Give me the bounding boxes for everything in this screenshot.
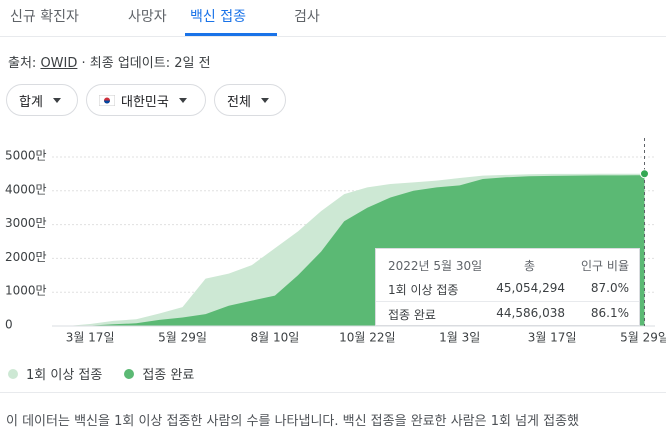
tab[interactable]: 신규 확진자 bbox=[10, 9, 79, 25]
filter-label: 대한민국 bbox=[121, 94, 169, 110]
tooltip-date: 2022년 5월 30일 bbox=[388, 259, 483, 273]
caret bbox=[52, 97, 61, 103]
y-tick-label: 1000만 bbox=[5, 284, 47, 298]
source-line: 출처: OWID · 최종 업데이트: 2일 전 bbox=[8, 52, 211, 71]
caret bbox=[260, 97, 269, 103]
caret bbox=[178, 97, 187, 103]
x-tick-label: 8월 10일 bbox=[250, 331, 299, 345]
x-tick-label: 5월 29일 bbox=[620, 331, 666, 345]
y-tick-label: 3000만 bbox=[5, 216, 47, 230]
tooltip-value: 44,586,038 bbox=[496, 306, 565, 320]
updated: · 최종 업데이트: 2일 전 bbox=[81, 56, 211, 71]
y-tick-label: 4000만 bbox=[5, 182, 47, 196]
hover-dot bbox=[640, 169, 649, 179]
tab[interactable]: 사망자 bbox=[128, 9, 167, 25]
y-tick-label: 5000만 bbox=[5, 149, 47, 163]
tooltip-ratio: 87.0% bbox=[590, 281, 629, 295]
tab-indicator bbox=[185, 33, 277, 36]
tooltip-head: 인구 비율 bbox=[581, 259, 629, 273]
legend-swatch bbox=[8, 368, 18, 379]
source-label: 출처: bbox=[8, 56, 37, 71]
tooltip-label: 접종 완료 bbox=[388, 308, 436, 322]
x-tick-label: 1월 3일 bbox=[439, 331, 480, 345]
tab[interactable]: 검사 bbox=[294, 9, 320, 25]
x-tick-label: 10월 22일 bbox=[339, 331, 395, 345]
y-tick-label: 2000만 bbox=[5, 250, 47, 264]
legend-label: 접종 완료 bbox=[142, 368, 195, 383]
tooltip-ratio: 86.1% bbox=[590, 306, 629, 320]
tooltip: 2022년 5월 30일 총 인구 비율 1회 이상 접종 45,054,294… bbox=[375, 248, 640, 326]
tooltip-divider bbox=[376, 301, 639, 302]
x-tick-label: 3월 17일 bbox=[66, 331, 115, 345]
legend-swatch bbox=[124, 368, 135, 379]
x-tick-label: 5월 29일 bbox=[158, 331, 207, 345]
divider bbox=[0, 392, 666, 393]
tooltip-value: 45,054,294 bbox=[496, 281, 565, 295]
x-tick-label: 3월 17일 bbox=[528, 331, 577, 345]
divider bbox=[0, 36, 666, 37]
filter-label: 합계 bbox=[19, 94, 43, 110]
flag bbox=[99, 94, 115, 106]
legend-label: 1회 이상 접종 bbox=[26, 368, 103, 383]
tab-active[interactable]: 백신 접종 bbox=[190, 9, 246, 25]
filter-label: 전체 bbox=[227, 94, 251, 110]
tooltip-head: 총 bbox=[524, 259, 536, 273]
y-tick-label: 0 bbox=[5, 318, 13, 332]
source-link[interactable]: OWID bbox=[40, 56, 78, 71]
filter[interactable]: 전체 bbox=[214, 84, 286, 116]
tooltip-label: 1회 이상 접종 bbox=[388, 283, 459, 297]
legend: 1회 이상 접종 접종 완료 bbox=[8, 364, 194, 383]
filter[interactable]: 대한민국 bbox=[86, 84, 206, 116]
filter[interactable]: 합계 bbox=[6, 84, 78, 116]
footer-text: 이 데이터는 백신을 1회 이상 접종한 사람의 수를 나타냅니다. 백신 접종… bbox=[6, 414, 580, 429]
